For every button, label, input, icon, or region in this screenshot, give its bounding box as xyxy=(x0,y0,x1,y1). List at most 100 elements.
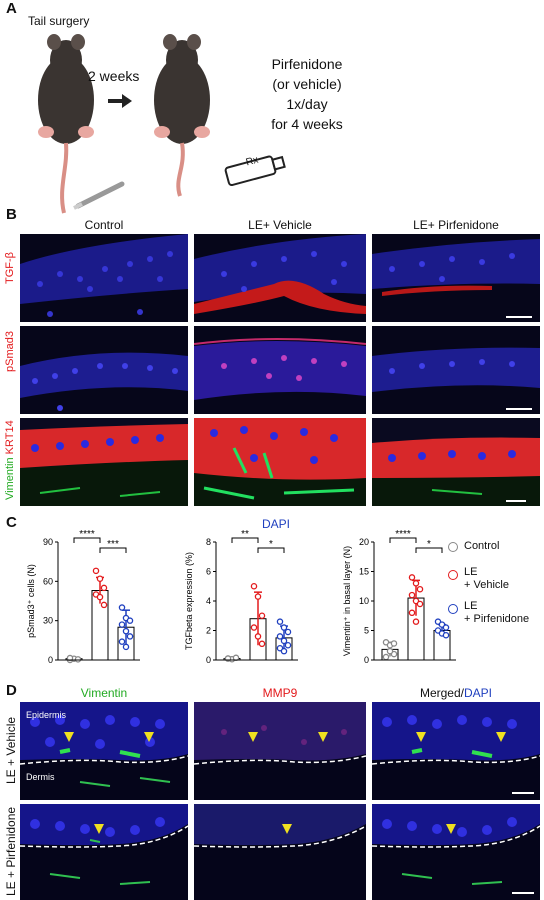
significance-bracket xyxy=(415,547,443,553)
data-point xyxy=(250,624,258,631)
row-label-le-pirfenidone: LE + Pirfenidone xyxy=(4,806,18,896)
significance-bracket xyxy=(389,537,417,543)
data-point xyxy=(66,654,74,662)
treatment-line-2: (or vehicle) xyxy=(272,76,342,92)
legend-label-pirfenidone: LE + Pirfenidone xyxy=(464,600,530,625)
micrograph-psmad3-control xyxy=(20,326,188,414)
column-le-pirfenidone: LE+ Pirfenidone xyxy=(413,218,499,232)
data-point xyxy=(118,638,126,645)
scale-bar-d2 xyxy=(512,892,534,894)
column-control: Control xyxy=(84,218,124,232)
data-point xyxy=(258,640,266,648)
column-le-vehicle: LE+ Vehicle xyxy=(248,218,312,232)
significance-label: ** xyxy=(241,529,249,540)
data-point xyxy=(96,575,104,582)
micrograph-mmp9-vehicle xyxy=(194,702,366,800)
y-axis-label: Vimentin⁺ in basal layer (N) xyxy=(342,546,352,656)
y-tick-label: 0 xyxy=(48,655,53,665)
significance-label: **** xyxy=(395,529,411,540)
scale-bar-tgfb xyxy=(506,316,532,318)
merged-label: Merged/ xyxy=(419,686,464,700)
mouse-illustration-before xyxy=(38,34,125,214)
y-tick-label: 15 xyxy=(359,567,369,577)
treatment-line-4: for 4 weeks xyxy=(271,116,343,132)
data-point xyxy=(122,627,130,635)
column-vimentin: Vimentin xyxy=(80,686,128,700)
mouse-illustration-after xyxy=(154,34,210,197)
data-point xyxy=(416,600,424,608)
data-point xyxy=(442,631,450,639)
data-point xyxy=(382,653,390,661)
dapi-label: DAPI xyxy=(262,517,291,531)
data-point xyxy=(276,618,284,625)
column-merged: Merged/DAPI xyxy=(372,686,540,700)
micrograph-vim-krt14-pirfenidone xyxy=(372,418,540,506)
data-point xyxy=(280,624,288,631)
chart-vimentin: 0 5 10 15 20 Vimentin⁺ in basal layer (N) ****… xyxy=(336,528,456,678)
dermis-label: Dermis xyxy=(26,772,55,782)
row-label-le-vehicle: LE + Vehicle xyxy=(4,716,18,784)
y-tick-label: 0 xyxy=(364,655,369,665)
y-axis-label: pSmad3⁺ cells (N) xyxy=(26,564,36,638)
arrow-right-icon xyxy=(108,94,132,108)
treatment-text: Pirfenidone (or vehicle) 1x/day for 4 we… xyxy=(232,54,382,134)
data-point xyxy=(408,574,416,581)
significance-label: **** xyxy=(79,529,95,540)
y-tick-label: 6 xyxy=(206,567,211,577)
data-point xyxy=(390,640,398,647)
data-point xyxy=(442,624,450,631)
panel-c-letter: C xyxy=(6,514,17,531)
merged-dapi-label: DAPI xyxy=(464,686,493,700)
micrograph-merged-pirfenidone xyxy=(372,804,540,900)
significance-bracket xyxy=(73,537,101,543)
y-tick-label: 2 xyxy=(206,626,211,636)
micrograph-vim-krt14-control xyxy=(20,418,188,506)
data-point xyxy=(258,612,266,620)
data-point xyxy=(408,609,416,617)
treatment-line-1: Pirfenidone xyxy=(271,56,343,72)
y-tick-label: 60 xyxy=(43,576,53,586)
data-point xyxy=(408,591,416,599)
data-point xyxy=(92,567,100,575)
data-point xyxy=(96,593,104,601)
significance-bracket xyxy=(231,537,259,543)
data-point xyxy=(284,628,292,636)
micrograph-merged-vehicle xyxy=(372,702,540,800)
panel-a-letter: A xyxy=(6,0,17,17)
data-point xyxy=(126,617,134,624)
y-tick-label: 5 xyxy=(364,626,369,636)
micrograph-tgfb-control xyxy=(20,234,188,322)
data-point xyxy=(100,584,108,592)
micrograph-vimentin-pirfenidone xyxy=(20,804,188,900)
column-mmp9: MMP9 xyxy=(262,686,298,700)
chart-psmad3: 0 30 60 90 pSmad3⁺ cells (N) **** *** xyxy=(20,528,170,678)
micrograph-psmad3-pirfenidone xyxy=(372,326,540,414)
scale-bar-d1 xyxy=(512,792,534,794)
row-label-psmad3: pSmad3 xyxy=(4,331,16,372)
micrograph-mmp9-pirfenidone xyxy=(194,804,366,900)
data-point xyxy=(118,621,126,628)
scalpel-icon xyxy=(73,181,125,210)
treatment-line-3: 1x/day xyxy=(286,96,328,112)
data-point xyxy=(122,643,130,651)
data-point xyxy=(280,637,288,645)
data-point xyxy=(280,647,288,655)
data-point xyxy=(416,585,424,593)
epidermis-label: Epidermis xyxy=(26,710,67,720)
data-point xyxy=(254,593,262,600)
data-point xyxy=(412,618,420,625)
legend: Control LE + Vehicle LE + Pirfenidone xyxy=(446,540,544,640)
data-point xyxy=(74,656,82,663)
micrograph-vim-krt14-vehicle xyxy=(194,418,366,506)
data-point xyxy=(386,647,394,655)
significance-bracket xyxy=(257,547,285,553)
data-point xyxy=(126,633,134,640)
data-point xyxy=(250,583,258,590)
data-point xyxy=(100,601,108,609)
legend-marker-vehicle xyxy=(448,570,458,580)
legend-label-control: Control xyxy=(464,540,500,552)
row-label-vimentin: Vimentin xyxy=(4,457,16,500)
scale-bar-psmad3 xyxy=(506,408,532,410)
